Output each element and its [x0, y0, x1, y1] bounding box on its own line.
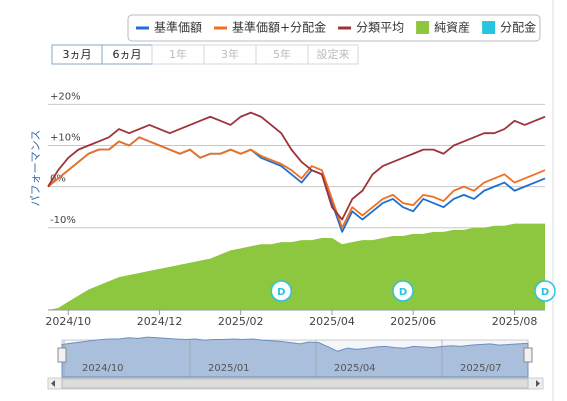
series-line [47, 111, 546, 221]
navigator-label: 2025/07 [460, 363, 502, 374]
x-tick-label: 2025/04 [309, 315, 355, 328]
legend: 基準価額 基準価額+分配金 分類平均 純資産 分配金 [136, 20, 536, 35]
legend-label[interactable]: 分類平均 [356, 21, 404, 35]
dividend-label[interactable]: D [541, 287, 549, 298]
y-axis-title: パフォーマンス [29, 130, 42, 207]
dividend-marker[interactable] [392, 280, 414, 302]
navigator-label: 2024/10 [82, 363, 124, 374]
period-label: 設定来 [317, 47, 350, 61]
scrollbar-thumb[interactable] [61, 378, 529, 389]
period-button [307, 44, 359, 65]
period-label[interactable]: 3ヵ月 [63, 48, 92, 61]
y-tick-label: +10% [50, 133, 81, 144]
series-line [47, 136, 546, 229]
navigator-handle[interactable] [523, 347, 533, 363]
legend-box [127, 14, 541, 42]
period-label: 1年 [169, 47, 187, 61]
navigator-label: 2025/01 [208, 363, 250, 374]
x-tick-label: 2024/10 [45, 315, 91, 328]
dividend-marker[interactable] [534, 280, 556, 302]
y-tick-label: +20% [50, 91, 81, 102]
scroll-left[interactable] [51, 380, 55, 387]
dividend-marker[interactable] [270, 280, 293, 302]
period-buttons: 3ヵ月 6ヵ月 1年 3年 5年 設定来 [51, 44, 359, 65]
x-tick-label: 2024/12 [137, 315, 183, 328]
navigator-handle[interactable] [57, 347, 67, 363]
x-tick-label: 2025/02 [218, 315, 264, 328]
y-tick-label: -10% [50, 215, 76, 226]
period-label[interactable]: 6ヵ月 [113, 48, 142, 61]
navigator: 2024/10 2025/01 2025/04 2025/07 [47, 336, 544, 390]
dividend-label[interactable]: D [399, 287, 407, 298]
x-tick-label: 2025/08 [492, 315, 538, 328]
navigator-label: 2025/04 [334, 363, 376, 374]
x-tick-label: 2025/06 [390, 315, 436, 328]
dividend-label[interactable]: D [277, 287, 285, 298]
scroll-right[interactable] [536, 380, 540, 387]
legend-label[interactable]: 基準価額 [154, 20, 202, 35]
net-assets-area [48, 223, 545, 310]
period-label: 3年 [221, 47, 239, 61]
legend-label[interactable]: 分配金 [500, 20, 536, 35]
navigator-area [61, 336, 529, 378]
period-label: 5年 [273, 47, 291, 61]
legend-label[interactable]: 純資産 [434, 20, 470, 35]
legend-swatch [482, 21, 496, 34]
legend-label[interactable]: 基準価額+分配金 [232, 20, 326, 35]
legend-swatch [416, 21, 430, 34]
